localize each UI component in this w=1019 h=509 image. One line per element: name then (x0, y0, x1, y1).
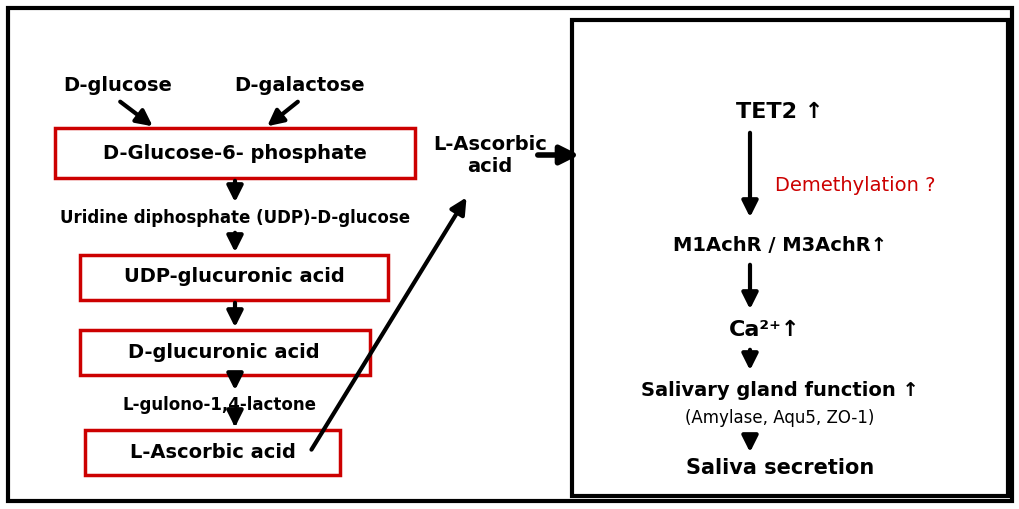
Text: Salivary gland function ↑: Salivary gland function ↑ (640, 381, 918, 400)
Bar (572, 20, 1007, 496)
Text: Uridine diphosphate (UDP)-D-glucose: Uridine diphosphate (UDP)-D-glucose (60, 209, 410, 227)
Text: Ca²⁺↑: Ca²⁺↑ (729, 320, 800, 340)
Text: D-galactose: D-galactose (234, 75, 365, 95)
Text: UDP-glucuronic acid: UDP-glucuronic acid (123, 268, 344, 287)
Text: L-Ascorbic acid: L-Ascorbic acid (130, 442, 296, 462)
Text: D-glucose: D-glucose (63, 75, 172, 95)
Text: L-gulono-1,4-lactone: L-gulono-1,4-lactone (123, 396, 317, 414)
Bar (79, 330, 370, 375)
Text: (Amylase, Aqu5, ZO-1): (Amylase, Aqu5, ZO-1) (685, 409, 874, 427)
Text: D-Glucose-6- phosphate: D-Glucose-6- phosphate (103, 144, 367, 162)
Text: M1AchR / M3AchR↑: M1AchR / M3AchR↑ (673, 236, 887, 254)
Bar (79, 255, 387, 300)
Text: L-Ascorbic
acid: L-Ascorbic acid (433, 134, 546, 176)
Text: Demethylation ?: Demethylation ? (774, 176, 934, 194)
Text: D-glucuronic acid: D-glucuronic acid (128, 343, 320, 361)
Bar (55, 128, 415, 178)
Text: Saliva secretion: Saliva secretion (685, 458, 873, 478)
Text: TET2 ↑: TET2 ↑ (736, 102, 823, 122)
Bar (85, 430, 339, 475)
